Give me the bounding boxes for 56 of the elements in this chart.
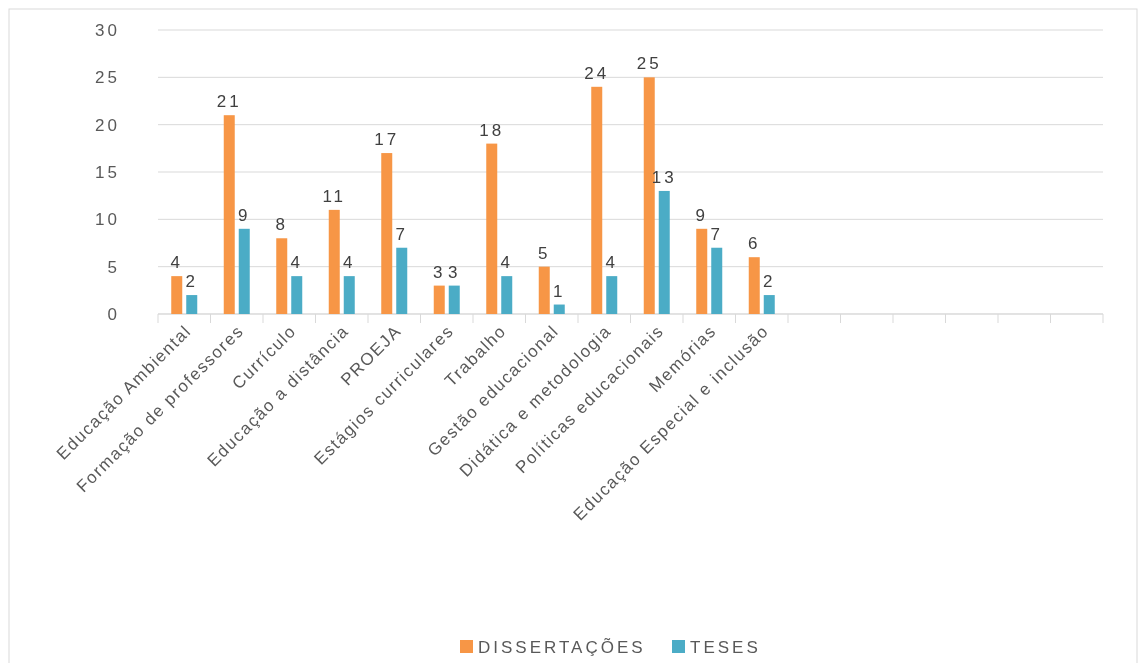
bar	[171, 276, 183, 314]
data-label: 4	[500, 253, 513, 273]
y-tick-label: 10	[95, 210, 120, 230]
data-label: 7	[710, 224, 723, 244]
data-label: 4	[290, 253, 303, 273]
data-label: 4	[343, 253, 356, 273]
bar	[328, 209, 340, 314]
y-tick-label: 20	[95, 115, 120, 135]
data-label: 9	[238, 205, 251, 225]
bar	[381, 153, 393, 314]
data-label: 7	[395, 224, 408, 244]
bar	[343, 276, 355, 314]
bar	[696, 228, 708, 314]
data-label: 17	[374, 130, 400, 150]
bar	[606, 276, 618, 314]
bar	[643, 77, 655, 314]
bar	[501, 276, 513, 314]
data-label: 3	[448, 262, 461, 282]
bar	[658, 190, 670, 314]
data-label: 24	[584, 63, 610, 83]
data-label: 4	[605, 253, 618, 273]
data-label: 21	[216, 92, 242, 112]
data-label: 11	[322, 186, 347, 206]
data-label: 6	[748, 234, 761, 254]
y-tick-label: 5	[107, 257, 120, 277]
bar	[291, 276, 303, 314]
data-label: 4	[170, 253, 183, 273]
bar	[276, 238, 288, 314]
bar	[238, 228, 250, 314]
data-label: 18	[479, 120, 505, 140]
bar	[538, 266, 550, 314]
data-label: 5	[538, 243, 551, 263]
data-label: 1	[553, 281, 566, 301]
bar	[748, 257, 760, 314]
data-label: 2	[763, 272, 776, 292]
y-tick-label: 0	[107, 305, 120, 324]
bar	[486, 143, 498, 314]
legend-label: TESES	[690, 638, 761, 657]
y-tick-label: 30	[95, 21, 120, 40]
bar	[396, 247, 408, 314]
data-label: 9	[695, 205, 708, 225]
bar	[433, 285, 445, 314]
bar	[223, 115, 235, 314]
bar	[553, 304, 565, 314]
bar	[591, 86, 603, 314]
data-label: 8	[275, 215, 288, 235]
y-tick-label: 15	[95, 163, 120, 182]
data-label: 3	[433, 262, 446, 282]
bar	[763, 295, 775, 314]
data-label: 25	[636, 54, 662, 74]
bar	[448, 285, 460, 314]
legend-label: DISSERTAÇÕES	[478, 638, 646, 657]
y-tick-label: 25	[95, 68, 120, 88]
bar	[186, 295, 198, 314]
bar	[711, 247, 723, 314]
data-label: 2	[185, 272, 198, 292]
